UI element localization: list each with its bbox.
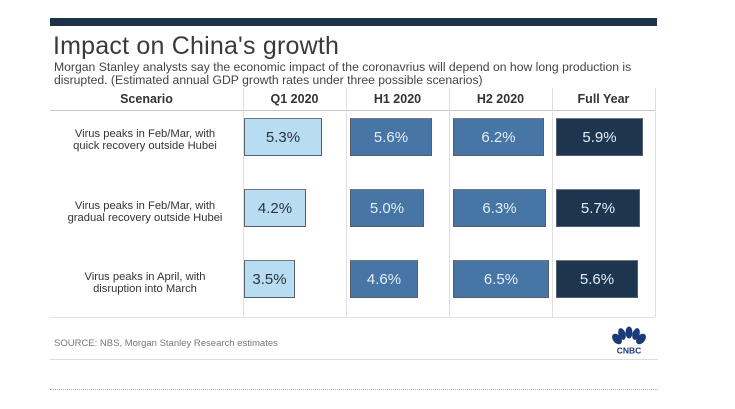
bar-h2-2020-row1: 6.2% (453, 118, 544, 156)
scenario-line: disruption into March (93, 283, 197, 295)
bar-value-label: 6.2% (481, 128, 516, 146)
header-bar (50, 18, 657, 26)
bar-h2-2020-row2: 6.3% (453, 189, 546, 227)
scenario-line: gradual recovery outside Hubei (67, 212, 223, 224)
bar-value-label: 5.0% (369, 199, 405, 217)
bar-h1-2020-row1: 5.6% (350, 118, 432, 156)
bar-full-year-row1: 5.9% (556, 118, 643, 156)
bar-full-year-row3: 5.6% (556, 260, 638, 298)
header-q1-2020: Q1 2020 (270, 92, 319, 106)
column-divider (243, 88, 244, 317)
scenario-label: Virus peaks in Feb/Mar, with gradual rec… (50, 200, 240, 224)
bar-value-label: 5.9% (582, 128, 617, 146)
bar-value-label: 6.5% (483, 270, 519, 288)
column-divider (346, 88, 347, 317)
bar-value-label: 4.6% (366, 270, 402, 288)
table-bottom-divider (50, 317, 655, 318)
bar-value-label: 5.7% (580, 199, 616, 217)
header-h1-2020: H1 2020 (373, 92, 422, 106)
bar-q1-2020-row1: 5.3% (244, 118, 322, 156)
column-divider (655, 88, 656, 317)
bar-full-year-row2: 5.7% (556, 189, 640, 227)
scenario-line: Virus peaks in Feb/Mar, with (74, 200, 216, 212)
logo-text: CNBC (617, 346, 642, 356)
scenario-line: Virus peaks in Feb/Mar, with (74, 128, 216, 140)
chart-subtitle: Morgan Stanley analysts say the economic… (54, 60, 632, 87)
bar-value-label: 5.6% (579, 270, 615, 288)
column-divider (449, 88, 450, 317)
bar-h1-2020-row2: 5.0% (350, 189, 424, 227)
scenario-line: Virus peaks in April, with (84, 271, 206, 283)
bar-value-label: 3.5% (252, 270, 287, 288)
bar-q1-2020-row2: 4.2% (244, 189, 306, 227)
bar-h2-2020-row3: 6.5% (453, 260, 549, 298)
bar-value-label: 4.2% (257, 199, 293, 217)
cnbc-peacock-logo: CNBC (612, 326, 646, 356)
bar-h1-2020-row3: 4.6% (350, 260, 418, 298)
bar-value-label: 6.3% (482, 199, 517, 217)
header-scenario: Scenario (120, 92, 173, 106)
chart-title: Impact on China's growth (53, 32, 340, 60)
page-dotted-divider (50, 389, 658, 390)
column-divider (552, 88, 553, 317)
footer-divider (50, 359, 658, 360)
source-note: SOURCE: NBS, Morgan Stanley Research est… (54, 338, 278, 349)
bar-value-label: 5.6% (373, 128, 409, 146)
growth-table: Scenario Q1 2020 H1 2020 H2 2020 Full Ye… (50, 88, 657, 318)
scenario-label: Virus peaks in April, with disruption in… (50, 271, 240, 295)
scenario-label: Virus peaks in Feb/Mar, with quick recov… (50, 128, 240, 152)
bar-q1-2020-row3: 3.5% (244, 260, 295, 298)
header-divider (50, 110, 655, 111)
header-full-year: Full Year (577, 92, 630, 106)
peacock-icon (612, 326, 646, 345)
scenario-line: quick recovery outside Hubei (73, 140, 217, 152)
bar-value-label: 5.3% (265, 128, 301, 146)
header-h2-2020: H2 2020 (476, 92, 525, 106)
